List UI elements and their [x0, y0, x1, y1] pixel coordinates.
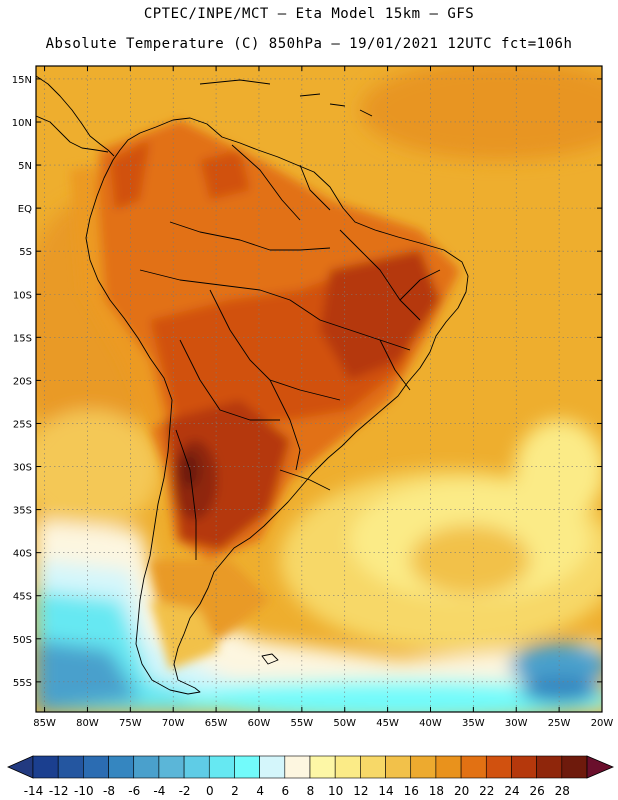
lon-label: 45W [376, 718, 399, 729]
lat-label: 40S [13, 549, 32, 560]
lon-label: 75W [119, 718, 142, 729]
colorbar-swatch [334, 755, 361, 779]
colorbar-label: 26 [529, 784, 544, 798]
lat-label: 5S [19, 247, 32, 258]
colorbar-swatch [57, 755, 84, 779]
lon-label: 65W [205, 718, 228, 729]
colorbar-label: 28 [555, 784, 570, 798]
colorbar-swatch [410, 755, 437, 779]
coastlines [36, 75, 469, 695]
colorbar-label: 6 [281, 784, 289, 798]
lon-label: 85W [33, 718, 56, 729]
lat-label: 20S [13, 376, 32, 387]
colorbar-swatch [83, 755, 109, 779]
colorbar-swatch [435, 755, 462, 779]
latitude-axis: 15N 10N 5N EQ 5S 10S 15S 20S 25S 30S 35S 40S 45S 50S 5… [12, 75, 602, 689]
colorbar-label: 2 [231, 784, 239, 798]
lon-label: 35W [462, 718, 485, 729]
colorbar-label: 8 [307, 784, 315, 798]
colorbar-low-arrow [7, 755, 34, 779]
colorbar-swatch [511, 755, 537, 779]
colorbar-swatch [284, 755, 311, 779]
colorbar-swatch [158, 755, 185, 779]
colorbar-label: -4 [153, 784, 165, 798]
lon-label: 25W [548, 718, 571, 729]
lat-label: 50S [13, 635, 32, 646]
colorbar-high-arrow [586, 755, 615, 779]
lon-label: 55W [291, 718, 314, 729]
colorbar-label: -12 [49, 784, 69, 798]
colorbar-label: 0 [206, 784, 214, 798]
lon-label: 70W [162, 718, 185, 729]
lon-label: 30W [505, 718, 528, 729]
colorbar-swatch [208, 755, 235, 779]
colorbar-swatch [536, 755, 563, 779]
lat-label: 55S [13, 678, 32, 689]
colorbar-swatch [460, 755, 487, 779]
colorbar-label: 22 [479, 784, 494, 798]
map-title-line2: Absolute Temperature (C) 850hPa – 19/01/… [45, 36, 573, 52]
colorbar-swatch [485, 755, 512, 779]
colorbar-label: -14 [24, 784, 44, 798]
colorbar-label: 24 [504, 784, 519, 798]
lat-label: 10N [12, 118, 32, 129]
lat-label: 30S [13, 463, 32, 474]
lat-label: 10S [13, 290, 32, 301]
colorbar-swatch [385, 755, 412, 779]
colorbar-label: -8 [103, 784, 115, 798]
colorbar: -14 -12 -10 -8 -6 -4 -2 0 2 4 6 8 10 12 14 16 18 20 22 24 26… [7, 755, 615, 798]
lon-label: 20W [591, 718, 614, 729]
colorbar-label: -6 [128, 784, 140, 798]
colorbar-label: 18 [429, 784, 444, 798]
colorbar-swatch [309, 755, 336, 779]
lon-label: 80W [76, 718, 99, 729]
lat-label: 15N [12, 75, 32, 86]
colorbar-swatch [108, 755, 135, 779]
colorbar-label: 16 [404, 784, 419, 798]
lat-label: 15S [13, 333, 32, 344]
colorbar-swatch [234, 755, 260, 779]
colorbar-label: 20 [454, 784, 469, 798]
colorbar-label: -2 [179, 784, 191, 798]
colorbar-label: 14 [378, 784, 393, 798]
longitude-axis: 85W 80W 75W 70W 65W 60W 55W 50W 45W 40W 35W 30W 25W 2… [33, 66, 613, 729]
lat-label: EQ [18, 204, 32, 215]
map-frame [35, 65, 603, 713]
lat-label: 5N [18, 161, 32, 172]
map-title-line1: CPTEC/INPE/MCT – Eta Model 15km – GFS [143, 6, 475, 22]
colorbar-label: -10 [74, 784, 94, 798]
lat-label: 45S [13, 592, 32, 603]
lat-label: 35S [13, 506, 32, 517]
colorbar-label: 4 [256, 784, 264, 798]
colorbar-swatch [561, 755, 588, 779]
lon-label: 50W [333, 718, 356, 729]
temperature-field [36, 66, 602, 712]
colorbar-swatch [183, 755, 210, 779]
colorbar-swatch [32, 755, 59, 779]
colorbar-swatch [259, 755, 286, 779]
colorbar-swatch [133, 755, 160, 779]
colorbar-label: 10 [328, 784, 343, 798]
colorbar-label: 12 [353, 784, 368, 798]
lat-label: 25S [13, 419, 32, 430]
colorbar-swatch [360, 755, 386, 779]
lon-label: 60W [248, 718, 271, 729]
lon-label: 40W [419, 718, 442, 729]
